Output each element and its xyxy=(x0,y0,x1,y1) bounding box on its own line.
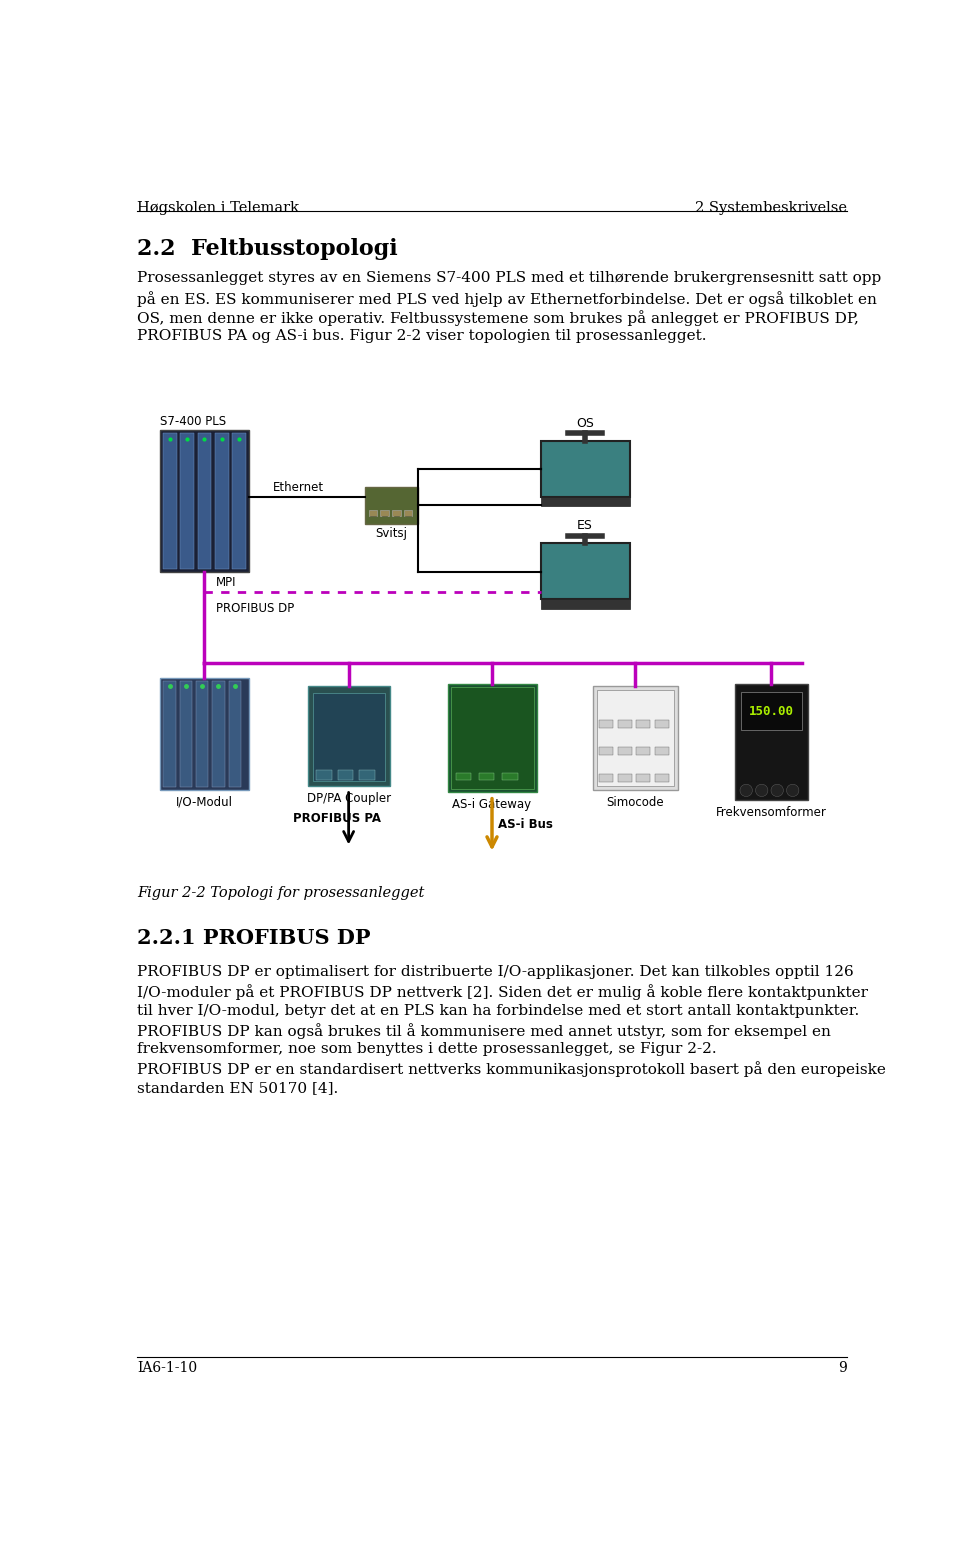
Text: DP/PA Coupler: DP/PA Coupler xyxy=(306,792,391,805)
FancyBboxPatch shape xyxy=(655,721,669,728)
Text: OS: OS xyxy=(576,417,594,430)
FancyBboxPatch shape xyxy=(599,775,612,782)
Text: PROFIBUS DP: PROFIBUS DP xyxy=(216,602,295,616)
FancyBboxPatch shape xyxy=(392,511,400,517)
FancyBboxPatch shape xyxy=(617,721,632,728)
Text: I/O-Modul: I/O-Modul xyxy=(176,796,233,809)
FancyBboxPatch shape xyxy=(479,773,494,781)
FancyBboxPatch shape xyxy=(212,680,225,787)
FancyBboxPatch shape xyxy=(655,775,669,782)
FancyBboxPatch shape xyxy=(214,434,228,569)
FancyBboxPatch shape xyxy=(231,434,246,569)
FancyBboxPatch shape xyxy=(163,434,178,569)
FancyBboxPatch shape xyxy=(447,684,537,792)
Text: Frekvensomformer: Frekvensomformer xyxy=(715,805,827,819)
Text: Prosessanlegget styres av en Siemens S7-400 PLS med et tilhørende brukergrensesn: Prosessanlegget styres av en Siemens S7-… xyxy=(137,272,881,285)
FancyBboxPatch shape xyxy=(163,680,176,787)
FancyBboxPatch shape xyxy=(160,430,250,572)
Text: PROFIBUS DP er optimalisert for distribuerte I/O-applikasjoner. Det kan tilkoble: PROFIBUS DP er optimalisert for distribu… xyxy=(137,966,853,980)
Text: frekvensomformer, noe som benyttes i dette prosessanlegget, se Figur 2-2.: frekvensomformer, noe som benyttes i det… xyxy=(137,1042,717,1055)
Text: 9: 9 xyxy=(838,1361,847,1375)
FancyBboxPatch shape xyxy=(365,488,418,525)
FancyBboxPatch shape xyxy=(198,434,211,569)
Text: Svitsj: Svitsj xyxy=(375,528,407,540)
Text: AS-i Gateway: AS-i Gateway xyxy=(452,798,532,812)
Text: OS, men denne er ikke operativ. Feltbussystemene som brukes på anlegget er PROFI: OS, men denne er ikke operativ. Feltbuss… xyxy=(137,310,859,326)
FancyBboxPatch shape xyxy=(313,693,385,781)
FancyBboxPatch shape xyxy=(316,770,331,779)
Text: IA6-1-10: IA6-1-10 xyxy=(137,1361,197,1375)
Text: 2.2.1 PROFIBUS DP: 2.2.1 PROFIBUS DP xyxy=(137,929,371,949)
Text: PROFIBUS PA og AS-i bus. Figur 2-2 viser topologien til prosessanlegget.: PROFIBUS PA og AS-i bus. Figur 2-2 viser… xyxy=(137,329,707,343)
FancyBboxPatch shape xyxy=(540,599,630,608)
FancyBboxPatch shape xyxy=(403,511,412,517)
FancyBboxPatch shape xyxy=(196,680,208,787)
FancyBboxPatch shape xyxy=(786,784,799,796)
Text: MPI: MPI xyxy=(216,577,236,589)
FancyBboxPatch shape xyxy=(592,685,678,790)
Text: Simocode: Simocode xyxy=(607,796,664,809)
Text: AS-i Bus: AS-i Bus xyxy=(498,818,553,830)
Text: Ethernet: Ethernet xyxy=(273,481,324,494)
FancyBboxPatch shape xyxy=(451,687,534,788)
Text: 150.00: 150.00 xyxy=(749,705,794,717)
FancyBboxPatch shape xyxy=(734,684,808,799)
FancyBboxPatch shape xyxy=(599,721,612,728)
FancyBboxPatch shape xyxy=(740,784,753,796)
Text: 2 Systembeskrivelse: 2 Systembeskrivelse xyxy=(695,201,847,214)
FancyBboxPatch shape xyxy=(771,784,783,796)
FancyBboxPatch shape xyxy=(359,770,375,779)
Text: PROFIBUS PA: PROFIBUS PA xyxy=(293,812,381,824)
FancyBboxPatch shape xyxy=(540,543,630,599)
FancyBboxPatch shape xyxy=(617,747,632,755)
FancyBboxPatch shape xyxy=(636,721,650,728)
Text: Figur 2-2 Topologi for prosessanlegget: Figur 2-2 Topologi for prosessanlegget xyxy=(137,886,424,900)
FancyBboxPatch shape xyxy=(540,497,630,506)
FancyBboxPatch shape xyxy=(596,690,674,785)
FancyBboxPatch shape xyxy=(338,770,353,779)
Text: PROFIBUS DP kan også brukes til å kommunisere med annet utstyr, som for eksempel: PROFIBUS DP kan også brukes til å kommun… xyxy=(137,1023,831,1038)
FancyBboxPatch shape xyxy=(636,775,650,782)
FancyBboxPatch shape xyxy=(180,434,194,569)
Text: ES: ES xyxy=(577,520,593,532)
FancyBboxPatch shape xyxy=(502,773,517,781)
FancyBboxPatch shape xyxy=(369,511,377,517)
FancyBboxPatch shape xyxy=(617,775,632,782)
FancyBboxPatch shape xyxy=(655,747,669,755)
FancyBboxPatch shape xyxy=(180,680,192,787)
FancyBboxPatch shape xyxy=(308,685,390,785)
FancyBboxPatch shape xyxy=(756,784,768,796)
FancyBboxPatch shape xyxy=(540,441,630,497)
Text: på en ES. ES kommuniserer med PLS ved hjelp av Ethernetforbindelse. Det er også : på en ES. ES kommuniserer med PLS ved hj… xyxy=(137,290,876,307)
Text: PROFIBUS DP er en standardisert nettverks kommunikasjonsprotokoll basert på den : PROFIBUS DP er en standardisert nettverk… xyxy=(137,1062,886,1077)
FancyBboxPatch shape xyxy=(160,677,250,790)
Text: S7-400 PLS: S7-400 PLS xyxy=(160,415,227,429)
FancyBboxPatch shape xyxy=(228,680,241,787)
FancyBboxPatch shape xyxy=(456,773,471,781)
Text: standarden EN 50170 [4].: standarden EN 50170 [4]. xyxy=(137,1080,338,1094)
FancyBboxPatch shape xyxy=(599,747,612,755)
FancyBboxPatch shape xyxy=(741,691,802,730)
Text: I/O-moduler på et PROFIBUS DP nettverk [2]. Siden det er mulig å koble flere kon: I/O-moduler på et PROFIBUS DP nettverk [… xyxy=(137,984,868,1000)
FancyBboxPatch shape xyxy=(380,511,389,517)
Text: til hver I/O-modul, betyr det at en PLS kan ha forbindelse med et stort antall k: til hver I/O-modul, betyr det at en PLS … xyxy=(137,1003,859,1018)
Text: Høgskolen i Telemark: Høgskolen i Telemark xyxy=(137,201,300,214)
FancyBboxPatch shape xyxy=(636,747,650,755)
Text: 2.2  Feltbusstopologi: 2.2 Feltbusstopologi xyxy=(137,238,397,259)
